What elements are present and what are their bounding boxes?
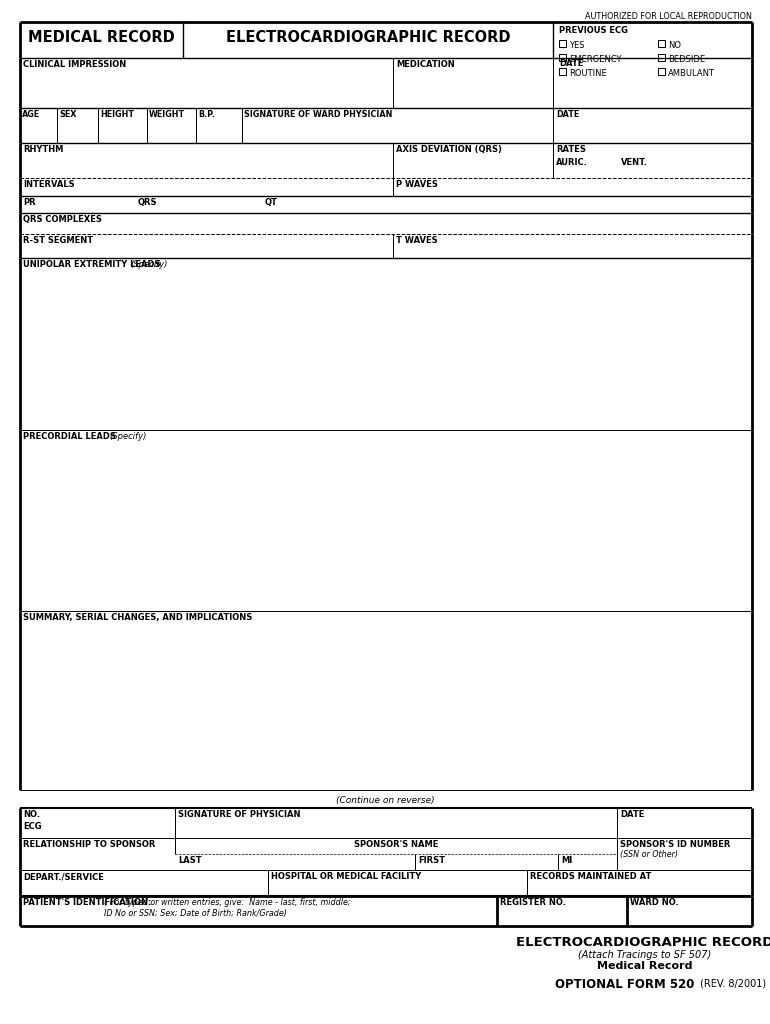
Text: SEX: SEX — [59, 110, 76, 119]
Text: P WAVES: P WAVES — [396, 180, 438, 189]
Text: ROUTINE: ROUTINE — [569, 69, 607, 78]
Text: NO: NO — [668, 41, 681, 50]
Text: ( For typed or written entries, give:  Name - last, first, middle;: ( For typed or written entries, give: Na… — [104, 898, 350, 907]
Text: ELECTROCARDIOGRAPHIC RECORD: ELECTROCARDIOGRAPHIC RECORD — [226, 31, 511, 45]
Text: PR: PR — [23, 198, 35, 207]
Text: RECORDS MAINTAINED AT: RECORDS MAINTAINED AT — [530, 872, 651, 881]
Text: YES: YES — [569, 41, 584, 50]
Text: HOSPITAL OR MEDICAL FACILITY: HOSPITAL OR MEDICAL FACILITY — [271, 872, 421, 881]
Text: (SSN or Other): (SSN or Other) — [620, 850, 678, 859]
Bar — [658, 68, 665, 75]
Text: MI: MI — [561, 856, 572, 865]
Text: DATE: DATE — [620, 810, 644, 819]
Text: DEPART./SERVICE: DEPART./SERVICE — [23, 872, 104, 881]
Text: LAST: LAST — [178, 856, 202, 865]
Text: (Continue on reverse): (Continue on reverse) — [336, 796, 434, 805]
Text: QRS: QRS — [138, 198, 158, 207]
Text: INTERVALS: INTERVALS — [23, 180, 75, 189]
Bar — [559, 68, 566, 75]
Text: FIRST: FIRST — [418, 856, 445, 865]
Text: DATE: DATE — [556, 110, 579, 119]
Text: RHYTHM: RHYTHM — [23, 145, 63, 154]
Text: RELATIONSHIP TO SPONSOR: RELATIONSHIP TO SPONSOR — [23, 840, 156, 849]
Text: SIGNATURE OF PHYSICIAN: SIGNATURE OF PHYSICIAN — [178, 810, 300, 819]
Text: AXIS DEVIATION (QRS): AXIS DEVIATION (QRS) — [396, 145, 502, 154]
Text: (Attach Tracings to SF 507): (Attach Tracings to SF 507) — [578, 950, 711, 961]
Text: WARD NO.: WARD NO. — [630, 898, 679, 907]
Text: (Specify): (Specify) — [130, 260, 167, 269]
Text: BEDSIDE: BEDSIDE — [668, 55, 705, 63]
Text: Medical Record: Medical Record — [597, 961, 692, 971]
Text: HEIGHT: HEIGHT — [100, 110, 134, 119]
Bar — [658, 54, 665, 61]
Text: AGE: AGE — [22, 110, 40, 119]
Text: AURIC.: AURIC. — [556, 158, 588, 167]
Text: DATE: DATE — [559, 59, 584, 68]
Text: CLINICAL IMPRESSION: CLINICAL IMPRESSION — [23, 60, 126, 69]
Text: SPONSOR'S NAME: SPONSOR'S NAME — [353, 840, 438, 849]
Text: MEDICAL RECORD: MEDICAL RECORD — [28, 31, 175, 45]
Text: PRECORDIAL LEADS: PRECORDIAL LEADS — [23, 432, 119, 441]
Text: WEIGHT: WEIGHT — [149, 110, 185, 119]
Text: ECG: ECG — [23, 822, 42, 831]
Text: R-ST SEGMENT: R-ST SEGMENT — [23, 236, 93, 245]
Text: AUTHORIZED FOR LOCAL REPRODUCTION: AUTHORIZED FOR LOCAL REPRODUCTION — [585, 12, 752, 22]
Text: QRS COMPLEXES: QRS COMPLEXES — [23, 215, 102, 224]
Text: EMERGENCY: EMERGENCY — [569, 55, 621, 63]
Text: NO.: NO. — [23, 810, 40, 819]
Text: (Specify): (Specify) — [109, 432, 146, 441]
Bar — [559, 40, 566, 47]
Text: SPONSOR'S ID NUMBER: SPONSOR'S ID NUMBER — [620, 840, 731, 849]
Text: QT: QT — [265, 198, 278, 207]
Text: T WAVES: T WAVES — [396, 236, 437, 245]
Text: PREVIOUS ECG: PREVIOUS ECG — [559, 26, 628, 35]
Text: REGISTER NO.: REGISTER NO. — [500, 898, 566, 907]
Bar — [658, 40, 665, 47]
Text: OPTIONAL FORM 520: OPTIONAL FORM 520 — [555, 978, 695, 991]
Text: MEDICATION: MEDICATION — [396, 60, 455, 69]
Text: (REV. 8/2001): (REV. 8/2001) — [699, 978, 765, 988]
Text: RATES: RATES — [556, 145, 586, 154]
Text: AMBULANT: AMBULANT — [668, 69, 715, 78]
Text: SIGNATURE OF WARD PHYSICIAN: SIGNATURE OF WARD PHYSICIAN — [244, 110, 393, 119]
Text: UNIPOLAR EXTREMITY LEADS: UNIPOLAR EXTREMITY LEADS — [23, 260, 163, 269]
Text: B.P.: B.P. — [198, 110, 215, 119]
Text: ELECTROCARDIOGRAPHIC RECORD: ELECTROCARDIOGRAPHIC RECORD — [516, 936, 770, 949]
Bar — [559, 54, 566, 61]
Text: VENT.: VENT. — [621, 158, 648, 167]
Text: SUMMARY, SERIAL CHANGES, AND IMPLICATIONS: SUMMARY, SERIAL CHANGES, AND IMPLICATION… — [23, 613, 253, 622]
Text: ID No or SSN; Sex; Date of Birth; Rank/Grade): ID No or SSN; Sex; Date of Birth; Rank/G… — [104, 909, 287, 918]
Text: PATIENT'S IDENTIFICATION:: PATIENT'S IDENTIFICATION: — [23, 898, 152, 907]
